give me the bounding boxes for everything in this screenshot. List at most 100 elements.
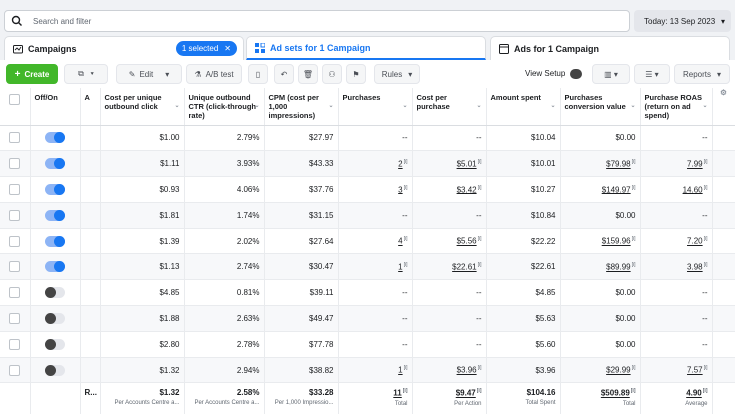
sort-icon: ⌄ [402,103,408,109]
cell-conv-value: $79.98[i] [560,150,641,178]
onoff-toggle[interactable] [45,209,65,221]
col-cost-per-purchase[interactable]: Cost per purchase ⌄ [412,88,487,126]
undo-button[interactable]: ↶ [274,64,294,84]
onoff-toggle[interactable] [45,235,65,247]
rules-dropdown[interactable]: Rules ▾ [374,64,420,84]
table-row[interactable]: $1.39 2.02% $27.64 4[i] $5.56[i] $22.22 $159.9… [0,228,735,255]
onoff-toggle[interactable] [45,158,65,170]
table-row[interactable]: $1.81 1.74% $31.15 -- -- $10.84 $0.00 -- [0,202,735,229]
table-row[interactable]: $1.32 2.94% $38.82 1[i] $3.96[i] $3.96 $29.99[… [0,357,735,384]
cell-value[interactable]: 3 [398,185,403,195]
cell-value[interactable]: 4 [398,236,403,246]
onoff-toggle[interactable] [45,287,65,299]
onoff-toggle[interactable] [45,338,65,350]
row-checkbox[interactable] [9,183,21,195]
total-value[interactable]: 4.90 [686,389,702,399]
create-button[interactable]: + Create [6,64,58,84]
cell-value[interactable]: $159.96 [601,236,631,246]
cell-amount-spent: $22.61 [486,253,561,281]
cell-value[interactable]: $29.99 [606,365,631,375]
toggle-knob [45,338,56,350]
clipboard-button[interactable]: ▯ [248,64,268,84]
selected-pill[interactable]: 1 selected ✕ [175,41,237,56]
cell-value: $1.32 [159,365,180,375]
cell-value[interactable]: 14.60 [682,185,703,195]
edit-button[interactable]: ✎ Edit ▾ [116,64,182,84]
cell-value[interactable]: $3.96 [456,365,477,375]
col-amount-spent[interactable]: Amount spent ⌄ [486,88,561,126]
total-value[interactable]: $509.89 [600,389,630,399]
row-checkbox[interactable] [9,312,21,324]
col-roas[interactable]: Purchase ROAS (return on ad spend) ⌄ [640,88,713,126]
cell-value[interactable]: $89.99 [606,262,631,272]
cell-value[interactable]: $22.61 [452,262,477,272]
audience-button[interactable]: ⚇ [322,64,342,84]
total-value[interactable]: 11 [393,389,402,399]
duplicate-button[interactable]: ⧉ ▾ [64,64,108,84]
search-input[interactable]: Search and filter [4,10,630,32]
table-row[interactable]: $1.13 2.74% $30.47 1[i] $22.61[i] $22.61 $89.9… [0,253,735,281]
select-all-checkbox[interactable] [9,94,21,105]
col-cost-per-click[interactable]: Cost per unique outbound click ⌄ [100,88,185,126]
table-row[interactable]: $0.93 4.06% $37.76 3[i] $3.42[i] $10.27 $149.9… [0,176,735,203]
row-checkbox[interactable] [9,287,21,299]
cell-value[interactable]: $5.01 [456,159,477,169]
tab-ad-sets[interactable]: Ad sets for 1 Campaign [246,36,486,60]
row-checkbox[interactable] [9,364,21,376]
tab-ads[interactable]: Ads for 1 Campaign [490,36,730,60]
col-ctr[interactable]: Unique outbound CTR (click-through rate)… [184,88,265,126]
onoff-cell [30,357,81,384]
cell-value[interactable]: $5.56 [456,236,477,246]
delete-button[interactable]: 🗑 [298,64,318,84]
col-purchases[interactable]: Purchases ⌄ [338,88,413,126]
total-value[interactable]: $9.47 [455,389,476,399]
col-onoff[interactable]: Off/On [30,88,81,126]
toggle-knob [45,364,56,376]
cell-value[interactable]: $3.42 [456,185,477,195]
onoff-toggle[interactable] [45,183,65,195]
breakdown-button[interactable]: ☰ ▾ [634,64,670,84]
rules-icon-button[interactable]: ⚑ [346,64,366,84]
row-checkbox[interactable] [9,338,21,350]
close-icon[interactable]: ✕ [224,44,231,53]
onoff-toggle[interactable] [45,364,65,376]
cell-value[interactable]: 2 [398,159,403,169]
date-range-button[interactable]: Today: 13 Sep 2023 ▾ [634,10,731,32]
cell-value[interactable]: 3.98 [687,262,703,272]
col-a[interactable]: A [80,88,101,126]
col-label: CPM (cost per 1,000 impressions) [268,93,319,120]
columns-button[interactable]: ▥ ▾ [592,64,630,84]
col-cpm[interactable]: CPM (cost per 1,000 impressions) ⌄ [264,88,339,126]
table-row[interactable]: $1.00 2.79% $27.97 -- -- $10.04 $0.00 -- [0,125,735,152]
cell-value[interactable]: 1 [398,262,403,272]
ab-test-button[interactable]: ⚗ A/B test [186,64,242,84]
row-checkbox[interactable] [9,158,21,170]
onoff-toggle[interactable] [45,132,65,144]
cell-value[interactable]: 7.20 [687,236,703,246]
row-checkbox[interactable] [9,261,21,273]
cell-value[interactable]: 1 [398,365,403,375]
table-row[interactable]: $4.85 0.81% $39.11 -- -- $4.85 $0.00 -- [0,279,735,307]
onoff-cell [30,202,81,229]
sort-icon: ⌄ [630,103,636,109]
col-conv-value[interactable]: Purchases conversion value ⌄ [560,88,641,126]
cell-value: -- [702,210,708,220]
cell-value[interactable]: $79.98 [606,159,631,169]
row-checkbox[interactable] [9,235,21,247]
cell-value[interactable]: $149.97 [601,185,631,195]
view-setup-toggle[interactable] [570,69,582,79]
table-row[interactable]: $2.80 2.78% $77.78 -- -- $5.60 $0.00 -- [0,331,735,358]
onoff-toggle[interactable] [45,312,65,324]
cell-value[interactable]: 7.99 [687,159,703,169]
row-checkbox[interactable] [9,132,21,144]
row-checkbox[interactable] [9,209,21,221]
table-row[interactable]: $1.88 2.63% $49.47 -- -- $5.63 $0.00 -- [0,305,735,332]
onoff-cell [30,279,81,307]
sort-icon: ⌄ [702,103,708,109]
cell-value[interactable]: 7.57 [687,365,703,375]
reports-dropdown[interactable]: Reports ▾ [674,64,730,84]
onoff-toggle[interactable] [45,261,65,273]
table-row[interactable]: $1.11 3.93% $43.33 2[i] $5.01[i] $10.01 $79.98… [0,150,735,178]
col-settings[interactable]: ⚙ [712,88,735,126]
tab-campaigns[interactable]: Campaigns 1 selected ✕ [4,36,244,60]
